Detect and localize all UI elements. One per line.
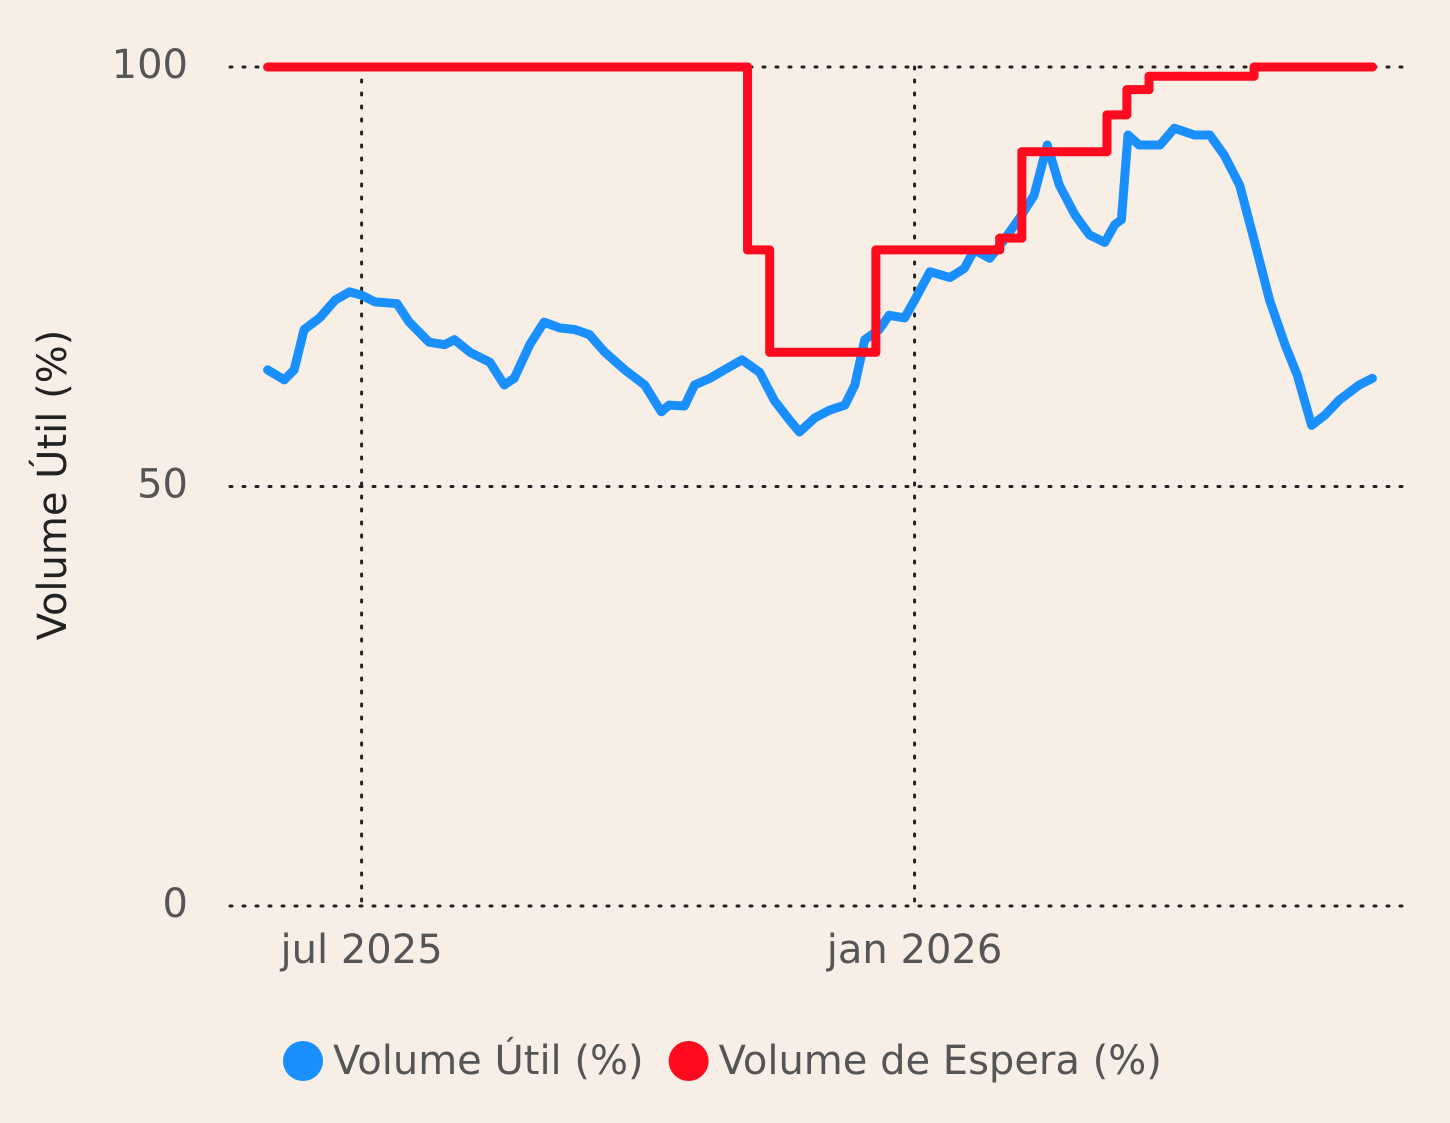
legend-marker xyxy=(283,1041,323,1081)
legend-label: Volume Útil (%) xyxy=(333,1036,644,1084)
y-axis-title: Volume Útil (%) xyxy=(28,330,76,641)
line xyxy=(263,123,1377,437)
y-tick-label: 50 xyxy=(137,462,188,508)
y-tick-label: 0 xyxy=(163,881,188,927)
x-tick-label: jan 2026 xyxy=(826,927,1003,973)
y-tick-label: 100 xyxy=(112,42,188,88)
x-tick-label: jul 2025 xyxy=(280,927,443,973)
legend-marker xyxy=(668,1041,709,1081)
legend-label: Volume de Espera (%) xyxy=(719,1038,1162,1084)
